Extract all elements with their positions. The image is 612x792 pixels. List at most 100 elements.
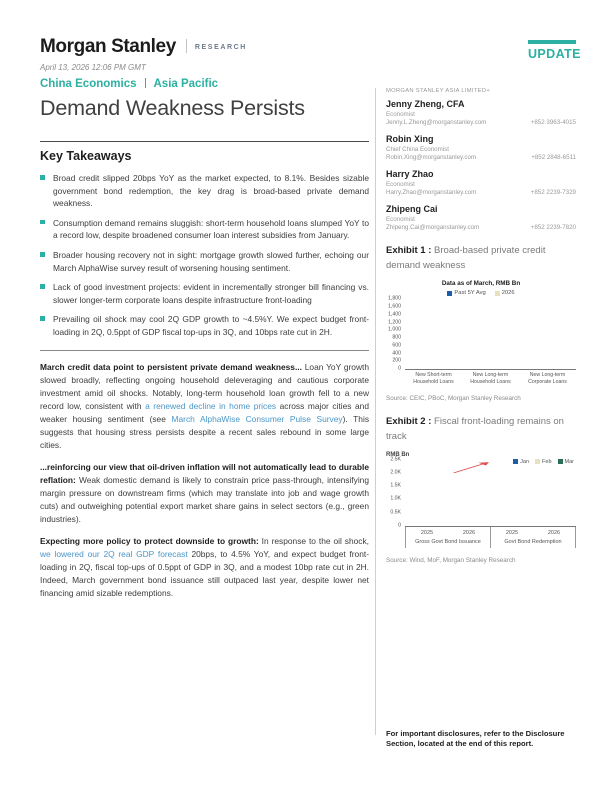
bullet-square-icon	[40, 175, 45, 180]
main-column: Key Takeaways Broad credit slipped 20bps…	[40, 141, 369, 609]
column-divider	[375, 88, 376, 735]
key-takeaways-rule	[40, 141, 369, 142]
analyst-role: Chief China Economist	[386, 145, 449, 153]
x-year-label: 2026	[462, 529, 476, 536]
analyst-block: Harry Zhao Economist Harry.Zhao@morganst…	[386, 169, 576, 196]
brand-suffix: RESEARCH	[194, 44, 247, 51]
x-category-label: New Long-term Household Loans	[470, 372, 511, 386]
axis-section-label: Govt Bond Redemption	[504, 538, 562, 545]
exhibit-1-source: Source: CEIC, PBoC, Morgan Stanley Resea…	[386, 395, 521, 403]
analyst-phone: +852 2239-7820	[530, 224, 576, 231]
axis-years: 2025 2026	[406, 527, 490, 538]
analyst-email[interactable]: Zhipeng.Cai@morganstanley.com	[386, 224, 480, 231]
chart-2-y-axis-label: RMB Bn	[386, 451, 410, 458]
brand-row: Morgan Stanley RESEARCH	[40, 36, 247, 58]
takeaway-item: Consumption demand remains sluggish: sho…	[40, 217, 369, 242]
disclosure-note: For important disclosures, refer to the …	[386, 729, 565, 749]
page-title: Demand Weakness Persists	[40, 96, 305, 120]
chart-2-y-axis: 0 0.5K 1.0K 1.5K 2.0K 2.5K	[386, 456, 405, 529]
y-tick-label: 2.0K	[390, 469, 401, 476]
exhibit-2-label: Exhibit 2 :	[386, 416, 432, 428]
bold-lead: March credit data point to persistent pr…	[40, 361, 302, 372]
inline-link[interactable]: we lowered our 2Q real GDP forecast	[40, 548, 188, 559]
y-tick-label: 1,400	[388, 311, 401, 318]
analyst-block: Jenny Zheng, CFA Economist Jenny.L.Zheng…	[386, 99, 576, 126]
exhibit-1-heading: Exhibit 1 : Broad-based private credit d…	[386, 244, 576, 273]
axis-section-label: Gross Govt Bond Issuance	[415, 538, 481, 545]
sidebar: MORGAN STANLEY ASIA LIMITED+ Jenny Zheng…	[386, 88, 576, 564]
y-tick-label: 0	[398, 522, 401, 529]
takeaway-item: Broader housing recovery not in sight: m…	[40, 249, 369, 274]
section-name[interactable]: China Economics	[40, 78, 137, 90]
brand-wordmark: Morgan Stanley	[40, 36, 176, 57]
y-tick-label: 0.5K	[390, 509, 401, 516]
body-text: ). This suggests that housing stress per…	[40, 413, 370, 450]
axis-years: 2025 2026	[491, 527, 575, 538]
y-tick-label: 1,600	[388, 303, 401, 310]
chart-2-x-axis: 2025 2026 Gross Govt Bond Issuance 2025 2026…	[405, 526, 576, 548]
takeaway-text: Broader housing recovery not in sight: m…	[53, 250, 369, 273]
analyst-role: Economist	[386, 110, 415, 118]
takeaway-item: Broad credit slipped 20bps YoY as the ma…	[40, 172, 369, 210]
legend-swatch	[513, 459, 519, 465]
y-tick-label: 1.5K	[390, 482, 401, 489]
chart-1-title: Data as of March, RMB Bn	[441, 280, 521, 288]
chart-2-plot: Jan Feb Mar	[405, 459, 576, 527]
bold-lead: Expecting more policy to protect downsid…	[40, 535, 259, 546]
body-paragraph: March credit data point to persistent pr…	[40, 361, 369, 452]
publish-date: April 13, 2026 12:06 PM GMT	[40, 63, 146, 72]
section-divider	[144, 78, 146, 88]
analyst-block: Zhipeng Cai Economist Zhipeng.Cai@morgan…	[386, 204, 576, 231]
exhibit-2-source: Source: Wind, MoF, Morgan Stanley Resear…	[386, 556, 516, 564]
takeaway-item: Lack of good investment projects: eviden…	[40, 281, 369, 306]
update-badge-label: UPDATE	[528, 47, 581, 61]
brand-divider	[185, 39, 187, 53]
body-text: 20bps, to 4.5% YoY, and expect budget fr…	[40, 548, 369, 598]
analyst-name: Robin Xing	[386, 134, 434, 144]
exhibit-2-chart: RMB Bn 0 0.5K 1.0K 1.5K 2.0K 2.5K Jan Feb Mar	[386, 452, 576, 548]
analyst-name: Zhipeng Cai	[386, 204, 438, 214]
analyst-phone: +852 3963-4015	[530, 119, 576, 126]
chart-2-legend: Jan Feb Mar	[513, 459, 574, 465]
exhibit-1-label: Exhibit 1 :	[386, 245, 432, 256]
x-category-label: New Long-term Corporate Loans	[528, 372, 567, 386]
inline-link[interactable]: a renewed decline in home prices	[145, 400, 277, 411]
y-tick-label: 2.5K	[390, 456, 401, 463]
takeaway-text: Broad credit slipped 20bps YoY as the ma…	[53, 173, 369, 209]
analyst-role: Economist	[386, 180, 415, 188]
bullet-square-icon	[40, 219, 45, 225]
takeaway-text: Lack of good investment projects: eviden…	[53, 282, 369, 305]
analyst-email[interactable]: Jenny.L.Zheng@morganstanley.com	[386, 119, 487, 126]
legend-item: Jan	[513, 459, 529, 465]
y-tick-label: 800	[392, 334, 401, 341]
y-tick-label: 200	[392, 358, 401, 365]
exhibit-2: Exhibit 2 : Fiscal front-loading remains…	[386, 415, 576, 564]
exhibit-2-heading: Exhibit 2 : Fiscal front-loading remains…	[386, 415, 576, 444]
bullet-square-icon	[40, 252, 45, 257]
y-tick-label: 1,200	[388, 319, 401, 326]
legend-item: Feb	[535, 458, 552, 465]
analyst-email[interactable]: Robin.Xing@morganstanley.com	[386, 154, 477, 161]
takeaway-item: Prevailing oil shock may cool 2Q GDP gro…	[40, 313, 369, 338]
inline-link[interactable]: March AlphaWise Consumer Pulse Survey	[171, 413, 343, 424]
bullet-square-icon	[40, 316, 45, 321]
update-badge-bar	[528, 40, 576, 44]
analyst-email[interactable]: Harry.Zhao@morganstanley.com	[386, 189, 477, 196]
legend-swatch	[535, 459, 541, 465]
legend-swatch	[447, 290, 453, 296]
legend-item: Mar	[557, 459, 574, 465]
body-rule	[40, 349, 369, 351]
axis-section: 2025 2026 Gross Govt Bond Issuance	[405, 526, 490, 548]
analyst-block: Robin Xing Chief China Economist Robin.X…	[386, 134, 576, 161]
exhibit-2-caption: Fiscal front-loading remains on track	[386, 416, 564, 443]
legend-item: Past 5Y Avg	[447, 290, 486, 296]
y-tick-label: 1,000	[388, 326, 401, 333]
analyst-phone: +852 2239-7329	[530, 189, 576, 196]
analyst-role: Economist	[386, 215, 415, 223]
body-paragraph: ...reinforcing our view that oil-driven …	[40, 461, 369, 526]
y-tick-label: 1,800	[388, 295, 401, 302]
legend-label: Feb	[542, 458, 552, 465]
chart-1-x-axis: New Short-term Household Loans New Long-t…	[405, 370, 576, 386]
region-name[interactable]: Asia Pacific	[153, 78, 219, 90]
